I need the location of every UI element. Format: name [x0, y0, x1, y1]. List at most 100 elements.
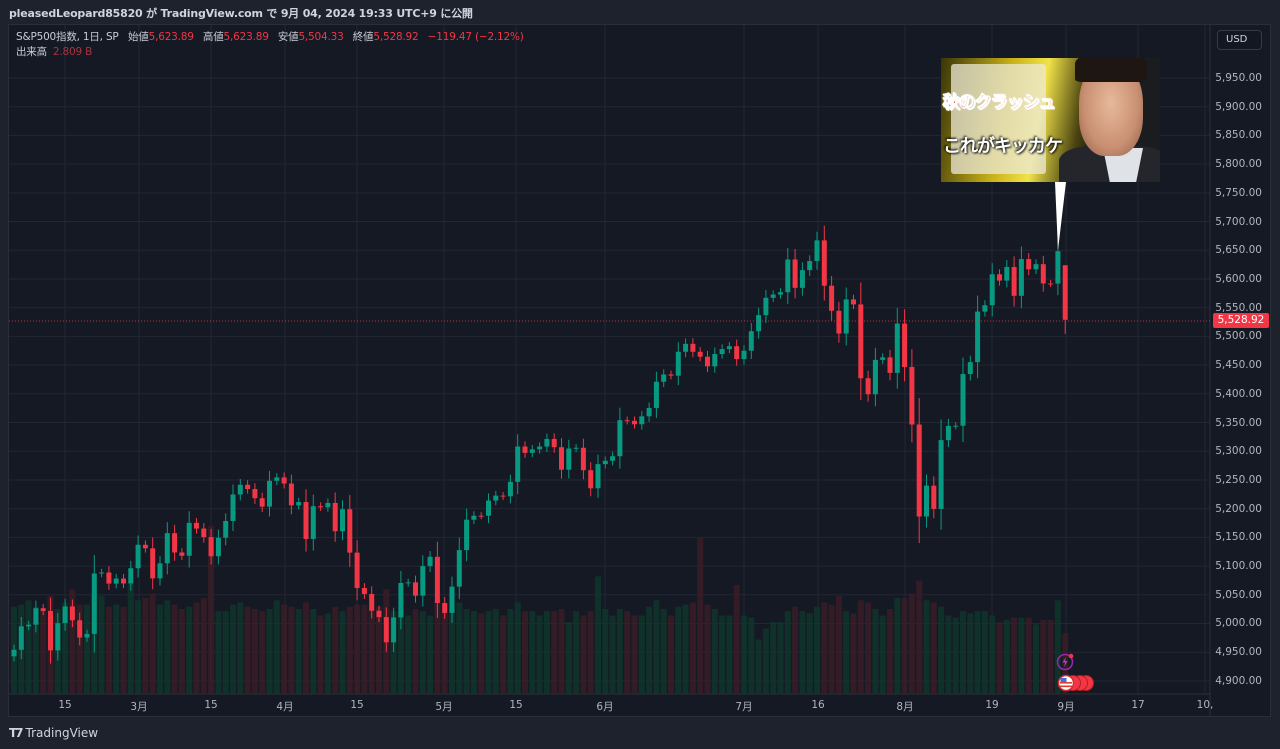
candle[interactable] [880, 353, 886, 364]
volume-label[interactable]: 出来高 [16, 46, 47, 58]
candle[interactable] [566, 439, 572, 479]
candle[interactable] [310, 494, 316, 551]
candle[interactable] [719, 344, 725, 359]
candle[interactable] [478, 512, 484, 520]
candle[interactable] [1033, 259, 1039, 275]
candle[interactable] [814, 231, 820, 270]
candle[interactable] [318, 502, 324, 512]
candle[interactable] [237, 478, 243, 501]
candle[interactable] [748, 322, 754, 360]
currency-button[interactable]: USD [1217, 30, 1262, 50]
candle[interactable] [128, 560, 134, 591]
candle[interactable] [661, 369, 667, 388]
candle[interactable] [770, 290, 776, 303]
candle[interactable] [785, 247, 791, 304]
candle[interactable] [11, 644, 17, 662]
candle[interactable] [865, 370, 871, 402]
candle[interactable] [442, 597, 448, 619]
candle[interactable] [215, 529, 221, 565]
candle[interactable] [763, 290, 769, 323]
candle[interactable] [427, 551, 433, 572]
candle[interactable] [975, 295, 981, 379]
candle[interactable] [515, 434, 521, 495]
candle[interactable] [529, 445, 535, 458]
candle[interactable] [449, 576, 455, 623]
candle[interactable] [741, 345, 747, 365]
candle[interactable] [332, 492, 338, 542]
lightning-event-icon[interactable] [1056, 652, 1076, 672]
candle[interactable] [544, 433, 550, 452]
candle[interactable] [150, 537, 156, 590]
candle[interactable] [252, 483, 258, 504]
candle[interactable] [55, 612, 61, 661]
candle[interactable] [690, 338, 696, 358]
candle[interactable] [398, 570, 404, 630]
candle[interactable] [610, 451, 616, 466]
candle[interactable] [340, 500, 345, 541]
candle[interactable] [1004, 260, 1010, 288]
candle[interactable] [989, 263, 995, 317]
tradingview-wordmark[interactable]: TradingView [25, 726, 99, 740]
candle[interactable] [588, 462, 594, 497]
candle[interactable] [522, 441, 528, 458]
candle[interactable] [296, 497, 302, 510]
candle[interactable] [172, 524, 178, 561]
candle[interactable] [106, 566, 112, 590]
candle[interactable] [931, 476, 937, 519]
candle[interactable] [486, 493, 491, 523]
candle[interactable] [113, 573, 119, 589]
candle[interactable] [259, 492, 265, 513]
candle[interactable] [646, 402, 652, 422]
candle[interactable] [953, 422, 959, 430]
candle[interactable] [77, 612, 83, 646]
candle[interactable] [668, 370, 674, 380]
candle[interactable] [1062, 265, 1068, 334]
candle[interactable] [223, 513, 229, 546]
candle[interactable] [267, 470, 272, 517]
candle[interactable] [778, 288, 783, 299]
candle[interactable] [157, 556, 163, 586]
candle[interactable] [391, 607, 397, 652]
candle[interactable] [909, 349, 915, 443]
candle[interactable] [186, 511, 192, 568]
candle[interactable] [982, 300, 988, 317]
candle[interactable] [420, 555, 426, 607]
candle[interactable] [48, 597, 53, 664]
candle[interactable] [1018, 246, 1024, 309]
candle[interactable] [464, 508, 470, 562]
candle[interactable] [551, 433, 557, 453]
candle[interactable] [595, 454, 601, 498]
candle[interactable] [894, 307, 900, 389]
candle[interactable] [945, 418, 951, 448]
candle[interactable] [434, 541, 440, 618]
candle[interactable] [413, 575, 418, 603]
candle[interactable] [734, 339, 740, 366]
candle[interactable] [1040, 255, 1046, 292]
candle[interactable] [851, 294, 856, 310]
candle[interactable] [573, 444, 579, 453]
candle[interactable] [40, 604, 46, 616]
candle[interactable] [624, 416, 630, 425]
candle[interactable] [537, 442, 543, 454]
candle[interactable] [617, 407, 623, 469]
candle[interactable] [726, 342, 732, 354]
candle[interactable] [792, 248, 798, 299]
candle[interactable] [559, 438, 564, 479]
candle[interactable] [471, 511, 477, 525]
us-flag-event-icon[interactable] [1056, 673, 1100, 693]
candle[interactable] [274, 473, 280, 486]
candle[interactable] [347, 494, 353, 567]
candle[interactable] [121, 573, 126, 589]
candle[interactable] [164, 522, 170, 575]
candle[interactable] [325, 498, 331, 512]
candle[interactable] [997, 269, 1002, 286]
candle[interactable] [807, 255, 813, 276]
candle[interactable] [361, 583, 367, 599]
candle[interactable] [69, 599, 75, 628]
candle[interactable] [26, 620, 32, 631]
candle[interactable] [756, 307, 762, 339]
candle[interactable] [142, 540, 148, 553]
candle[interactable] [902, 309, 908, 382]
candle[interactable] [84, 629, 90, 642]
candle[interactable] [91, 554, 97, 653]
